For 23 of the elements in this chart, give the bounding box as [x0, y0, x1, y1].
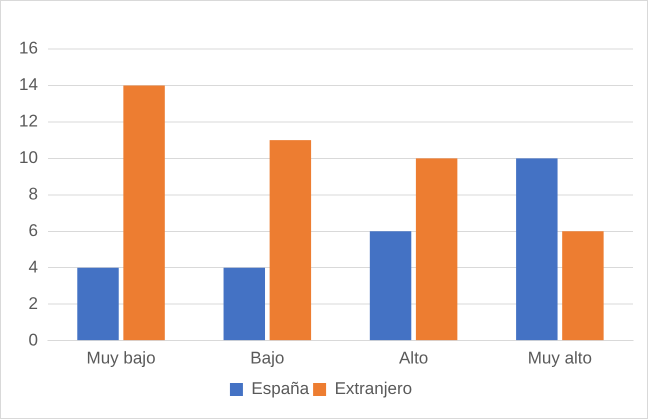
y-tick-label: 16	[18, 38, 38, 58]
x-tick-label: Bajo	[250, 348, 284, 368]
legend-label: España	[251, 379, 310, 398]
bar	[516, 158, 558, 340]
y-tick-label: 6	[28, 220, 38, 240]
bar	[224, 268, 266, 340]
y-tick-label: 0	[28, 330, 38, 350]
bar	[562, 231, 604, 340]
bar	[416, 158, 458, 340]
bar	[123, 85, 165, 340]
y-tick-label: 8	[28, 184, 38, 204]
bar	[370, 231, 412, 340]
y-tick-label: 14	[18, 75, 38, 94]
bar	[77, 268, 119, 340]
y-tick-label: 10	[18, 148, 38, 168]
y-tick-label: 2	[28, 294, 38, 313]
y-tick-label: 4	[28, 257, 38, 276]
y-tick-label: 12	[18, 112, 38, 131]
x-tick-label: Muy bajo	[86, 348, 156, 368]
x-tick-label: Muy alto	[528, 348, 592, 368]
bar	[270, 140, 312, 340]
x-tick-label: Alto	[398, 348, 428, 368]
legend-label: Extranjero	[334, 379, 412, 398]
